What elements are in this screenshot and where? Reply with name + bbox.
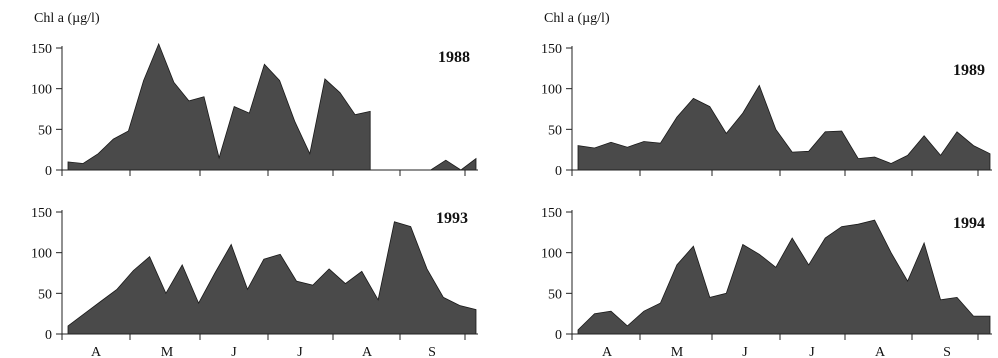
month-label-1: M xyxy=(671,345,684,358)
y-tick-label-50: 50 xyxy=(548,123,562,138)
year-label-1988: 1988 xyxy=(438,49,470,66)
y-tick-label-100: 100 xyxy=(31,83,52,98)
y-tick-label-150: 150 xyxy=(541,206,562,221)
month-label-5: S xyxy=(943,345,951,358)
y-tick-label-50: 50 xyxy=(38,287,52,302)
y-tick-label-100: 100 xyxy=(541,83,562,98)
y-tick-label-50: 50 xyxy=(38,123,52,138)
y-tick-label-150: 150 xyxy=(31,42,52,57)
y-tick-label-100: 100 xyxy=(31,247,52,262)
month-label-0: A xyxy=(91,345,102,358)
month-label-3: J xyxy=(297,345,303,358)
area-series-1988-seg-1 xyxy=(415,157,477,171)
y-tick-label-0: 0 xyxy=(45,164,52,179)
month-label-2: J xyxy=(231,345,237,358)
y-tick-label-150: 150 xyxy=(541,42,562,57)
y-unit-label: Chl a (µg/l) xyxy=(34,11,100,26)
y-tick-label-50: 50 xyxy=(548,287,562,302)
year-label-1989: 1989 xyxy=(953,62,985,79)
y-tick-label-150: 150 xyxy=(31,206,52,221)
year-label-1993: 1993 xyxy=(436,210,468,227)
area-series-1989-seg-0 xyxy=(577,84,991,171)
y-tick-label-100: 100 xyxy=(541,247,562,262)
panel-1988: 0 50 100 150 Chl a (µg/l) 1988 xyxy=(31,11,478,179)
y-tick-label-0: 0 xyxy=(555,164,562,179)
area-series-1994-seg-0 xyxy=(577,219,991,335)
panel-1993: 0 50 100 150 A M J J A S 1993 xyxy=(31,206,478,358)
month-label-2: J xyxy=(742,345,748,358)
month-label-4: A xyxy=(362,345,373,358)
panel-1994: 0 50 100 150 A M J J A S 1994 xyxy=(541,206,992,358)
year-label-1994: 1994 xyxy=(953,215,985,232)
panel-1989: 0 50 100 150 Chl a (µg/l) 1989 xyxy=(541,11,992,179)
area-series-1988-seg-0 xyxy=(67,42,371,171)
month-label-0: A xyxy=(602,345,613,358)
y-tick-label-0: 0 xyxy=(45,328,52,343)
month-label-1: M xyxy=(161,345,174,358)
month-label-4: A xyxy=(875,345,886,358)
y-tick-label-0: 0 xyxy=(555,328,562,343)
y-unit-label: Chl a (µg/l) xyxy=(544,11,610,26)
month-label-5: S xyxy=(428,345,436,358)
area-series-1993-seg-0 xyxy=(67,221,477,335)
month-label-3: J xyxy=(809,345,815,358)
